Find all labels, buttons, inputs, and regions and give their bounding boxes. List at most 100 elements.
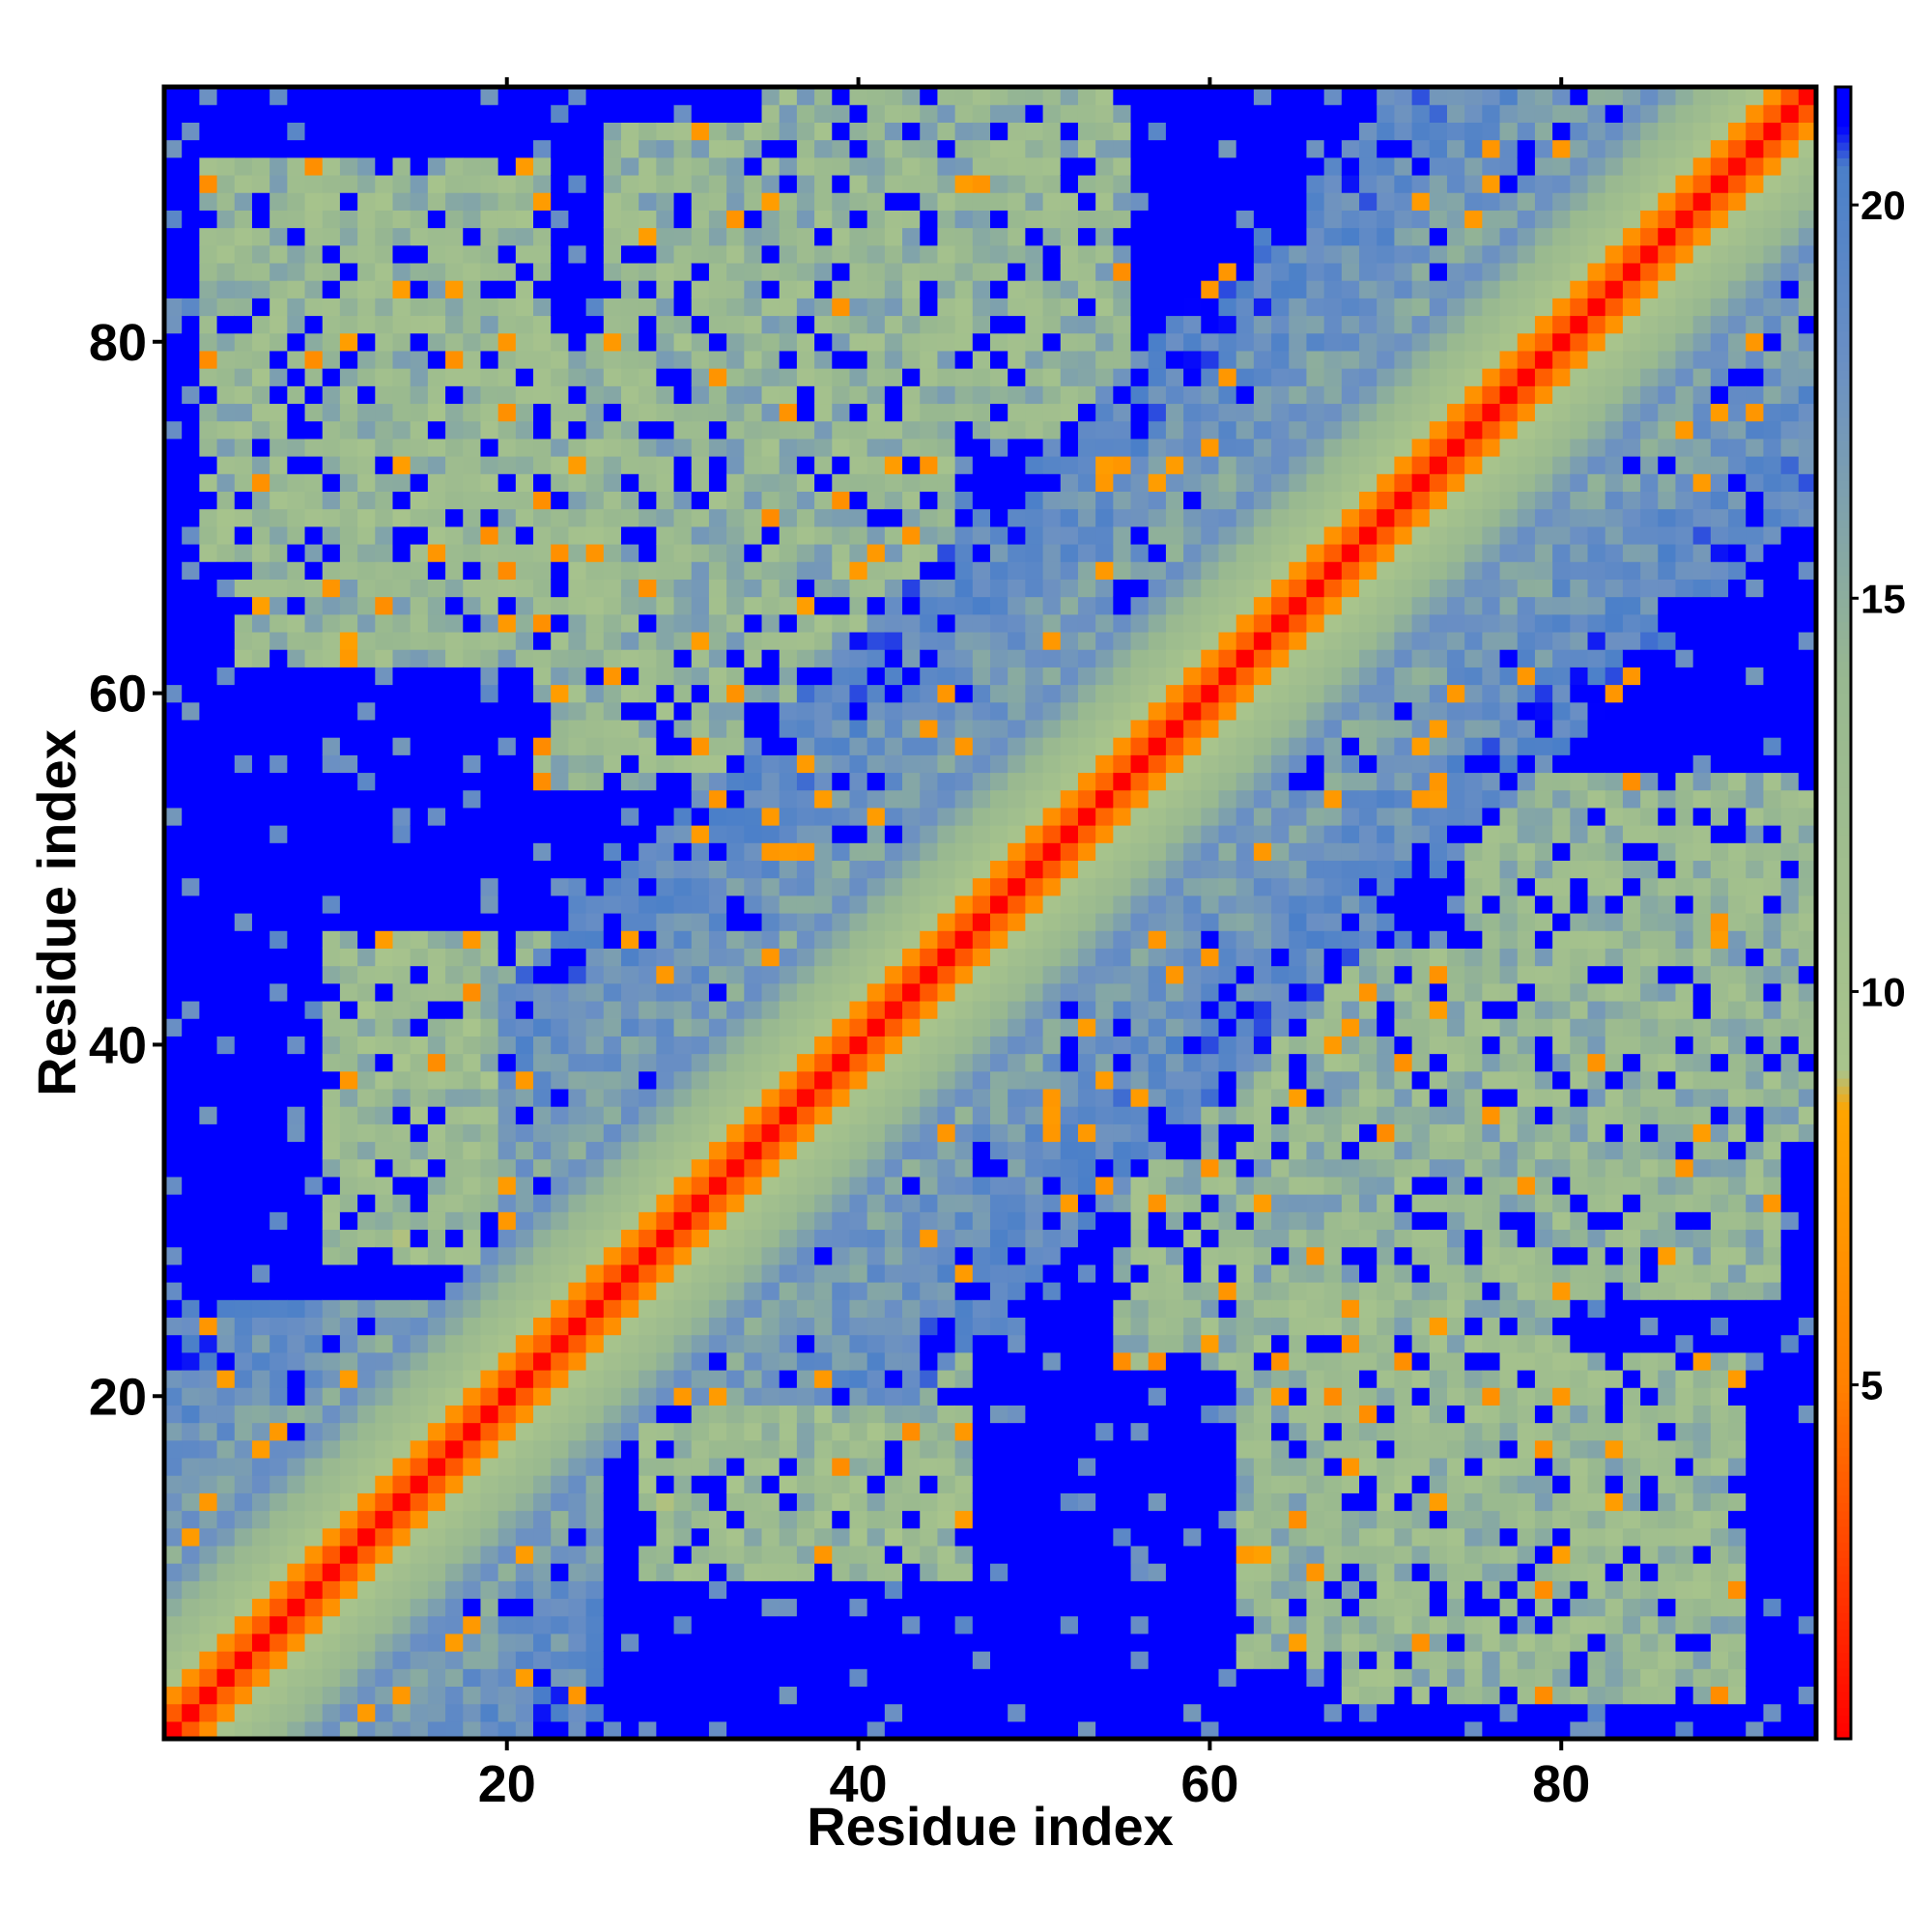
heatmap-cell [1025, 684, 1044, 703]
heatmap-cell [639, 1053, 657, 1072]
heatmap-cell [1060, 1194, 1079, 1212]
heatmap-cell [515, 543, 534, 562]
heatmap-cell [639, 456, 657, 474]
heatmap-cell [304, 456, 324, 474]
heatmap-cell [954, 210, 974, 229]
heatmap-cell [708, 701, 727, 721]
heatmap-cell [585, 789, 605, 809]
heatmap-cell [779, 1598, 798, 1617]
heatmap-cell [673, 1457, 693, 1476]
heatmap-cell [216, 1141, 236, 1160]
heatmap-cell [603, 420, 622, 440]
heatmap-cell [585, 385, 605, 405]
heatmap-cell [656, 1351, 675, 1371]
heatmap-cell [920, 1580, 939, 1600]
heatmap-cell [445, 877, 464, 896]
heatmap-cell [708, 420, 727, 440]
heatmap-cell [427, 139, 446, 158]
heatmap-cell [744, 227, 763, 246]
heatmap-cell [568, 1246, 587, 1265]
heatmap-cell [726, 1018, 745, 1037]
heatmap-cell [937, 1475, 956, 1493]
heatmap-cell [392, 192, 412, 211]
heatmap-cell [779, 561, 798, 580]
heatmap-cell [744, 561, 763, 580]
heatmap-cell [270, 1018, 288, 1037]
heatmap-cell [322, 631, 341, 650]
heatmap-cell [691, 1299, 710, 1318]
heatmap-cell [691, 948, 710, 967]
heatmap-cell [304, 1405, 324, 1424]
heatmap-cell [920, 1299, 939, 1318]
heatmap-cell [375, 1545, 394, 1564]
heatmap-cell [849, 1510, 868, 1529]
heatmap-cell [287, 1036, 306, 1055]
heatmap-cell [972, 543, 991, 562]
heatmap-cell [304, 508, 324, 527]
heatmap-cell [603, 1070, 622, 1090]
heatmap-cell [708, 982, 727, 1002]
heatmap-cell [287, 579, 306, 598]
heatmap-cell [990, 1141, 1009, 1160]
heatmap-cell [497, 1158, 517, 1178]
heatmap-cell [691, 613, 710, 633]
heatmap-cell [251, 438, 270, 457]
heatmap-cell [339, 403, 358, 422]
heatmap-cell [270, 1211, 288, 1231]
heatmap-cell [270, 701, 288, 721]
heatmap-cell [620, 1317, 639, 1336]
heatmap-cell [620, 1088, 639, 1107]
heatmap-cell [744, 1510, 763, 1529]
heatmap-cell [937, 473, 956, 492]
heatmap-cell [304, 1246, 324, 1265]
heatmap-cell [937, 719, 956, 738]
heatmap-cell [620, 1422, 639, 1441]
heatmap-cell [849, 982, 868, 1002]
heatmap-cell [199, 1000, 218, 1019]
heatmap-cell [182, 1106, 200, 1124]
heatmap-cell [972, 1720, 991, 1740]
heatmap-cell [1025, 1615, 1044, 1634]
heatmap-cell [182, 1158, 200, 1178]
heatmap-cell [357, 139, 376, 158]
heatmap-cell [322, 491, 341, 510]
heatmap-cell [568, 280, 587, 298]
heatmap-cell [270, 1141, 288, 1160]
heatmap-cell [322, 1422, 341, 1441]
heatmap-cell [779, 491, 798, 510]
heatmap-cell [251, 1299, 270, 1318]
heatmap-cell [761, 456, 781, 474]
heatmap-cell [199, 737, 218, 755]
heatmap-cell [392, 1651, 412, 1669]
heatmap-cell [515, 526, 534, 545]
heatmap-cell [744, 1211, 763, 1231]
heatmap-cell [726, 860, 745, 879]
heatmap-cell [972, 473, 991, 492]
heatmap-cell [937, 210, 956, 229]
heatmap-cell [620, 1194, 639, 1212]
heatmap-cell [884, 280, 903, 298]
heatmap-cell [620, 561, 639, 580]
heatmap-cell [251, 1369, 270, 1388]
heatmap-cell [568, 350, 587, 369]
heatmap-cell [639, 1457, 657, 1476]
heatmap-cell [708, 877, 727, 896]
heatmap-cell [849, 860, 868, 879]
heatmap-cell [639, 1633, 657, 1652]
heatmap-cell [1060, 350, 1079, 369]
heatmap-cell [691, 579, 710, 598]
heatmap-cell [339, 87, 358, 105]
heatmap-cell [427, 772, 446, 791]
heatmap-cell [375, 1405, 394, 1424]
heatmap-cell [251, 772, 270, 791]
heatmap-cell [551, 420, 569, 440]
heatmap-cell [1008, 350, 1026, 369]
heatmap-cell [164, 667, 183, 686]
heatmap-cell [270, 1527, 288, 1547]
heatmap-cell [585, 561, 605, 580]
heatmap-cell [708, 104, 727, 123]
heatmap-cell [832, 1229, 851, 1248]
heatmap-cell [1008, 1334, 1026, 1353]
heatmap-cell [796, 1598, 815, 1617]
heatmap-cell [1060, 667, 1079, 686]
